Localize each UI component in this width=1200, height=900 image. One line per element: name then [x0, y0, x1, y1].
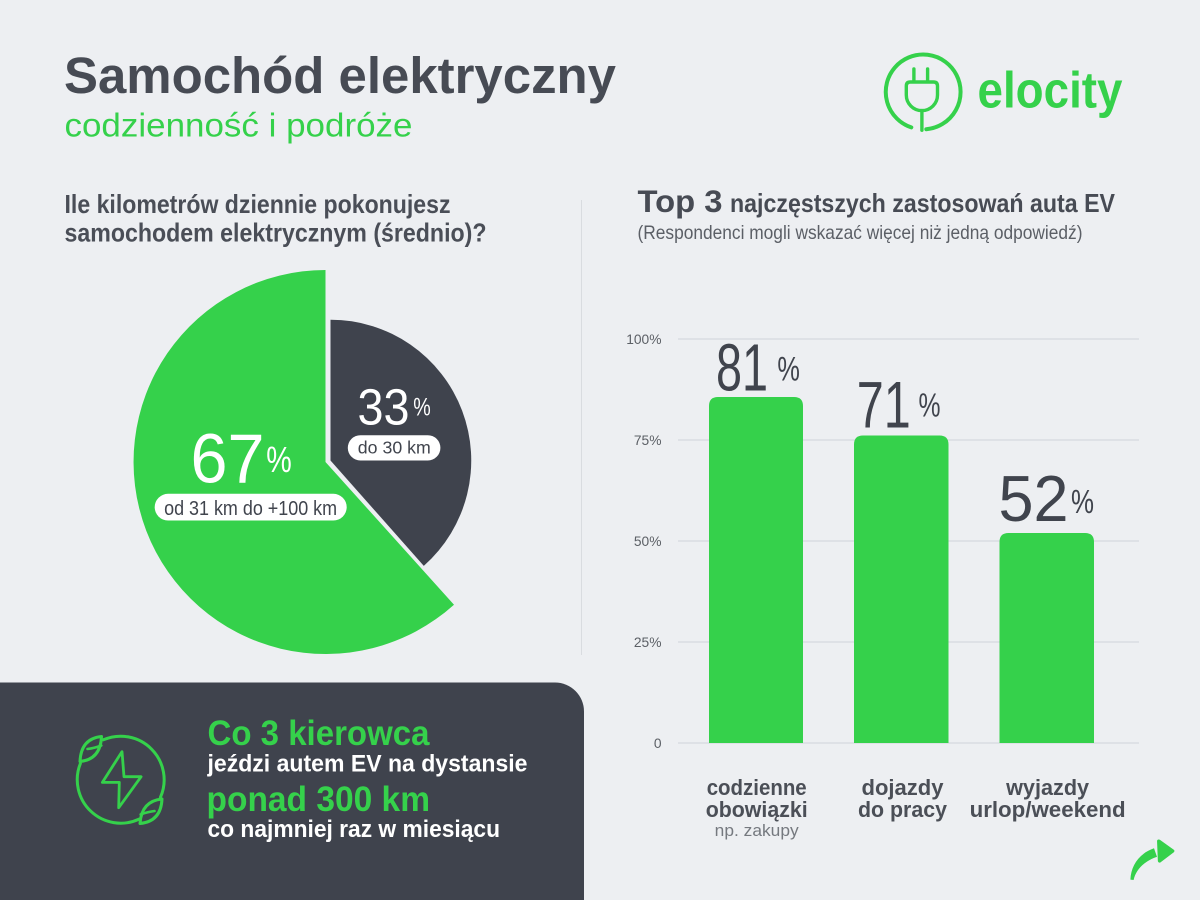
svg-text:najczęstszych zastosowań auta: najczęstszych zastosowań auta EV — [730, 188, 1116, 218]
svg-text:obowiązki: obowiązki — [706, 797, 808, 822]
svg-text:Top 3: Top 3 — [638, 183, 723, 219]
svg-text:urlop/weekend: urlop/weekend — [970, 797, 1126, 822]
svg-text:%: % — [777, 350, 800, 388]
svg-text:jeździ autem EV na dystansie: jeździ autem EV na dystansie — [207, 751, 528, 778]
svg-text:samochodem elektrycznym (średn: samochodem elektrycznym (średnio)? — [65, 218, 487, 248]
svg-text:wyjazdy: wyjazdy — [1005, 775, 1090, 800]
svg-text:(Respondenci mogli wskazać wię: (Respondenci mogli wskazać więcej niż je… — [638, 222, 1083, 244]
svg-text:%: % — [266, 439, 292, 480]
svg-text:100%: 100% — [626, 332, 661, 347]
svg-text:0: 0 — [654, 736, 662, 751]
svg-text:75%: 75% — [634, 433, 662, 448]
svg-text:np. zakupy: np. zakupy — [715, 821, 799, 840]
svg-text:50%: 50% — [634, 534, 662, 549]
svg-text:71: 71 — [857, 369, 911, 442]
svg-text:od 31 km do +100 km: od 31 km do +100 km — [164, 498, 337, 520]
svg-text:Ile kilometrów dziennie pokonu: Ile kilometrów dziennie pokonujesz — [65, 189, 451, 219]
svg-text:Co 3 kierowca: Co 3 kierowca — [208, 714, 430, 753]
svg-text:%: % — [1071, 484, 1094, 521]
svg-text:25%: 25% — [634, 635, 662, 650]
svg-text:67: 67 — [191, 419, 265, 497]
svg-text:52: 52 — [999, 462, 1069, 535]
svg-text:codzienność i podróże: codzienność i podróże — [65, 108, 413, 145]
svg-text:33: 33 — [358, 379, 410, 436]
svg-text:co najmniej raz w miesiącu: co najmniej raz w miesiącu — [208, 816, 501, 843]
svg-text:Samochód elektryczny: Samochód elektryczny — [64, 47, 617, 104]
svg-text:81: 81 — [716, 331, 768, 406]
svg-text:dojazdy: dojazdy — [862, 775, 945, 800]
svg-text:do 30 km: do 30 km — [358, 437, 431, 457]
svg-text:ponad 300 km: ponad 300 km — [207, 780, 431, 819]
svg-text:codzienne: codzienne — [707, 775, 807, 800]
svg-text:%: % — [413, 393, 431, 421]
svg-text:elocity: elocity — [978, 62, 1124, 119]
svg-text:do pracy: do pracy — [858, 797, 948, 822]
svg-text:%: % — [919, 387, 941, 424]
